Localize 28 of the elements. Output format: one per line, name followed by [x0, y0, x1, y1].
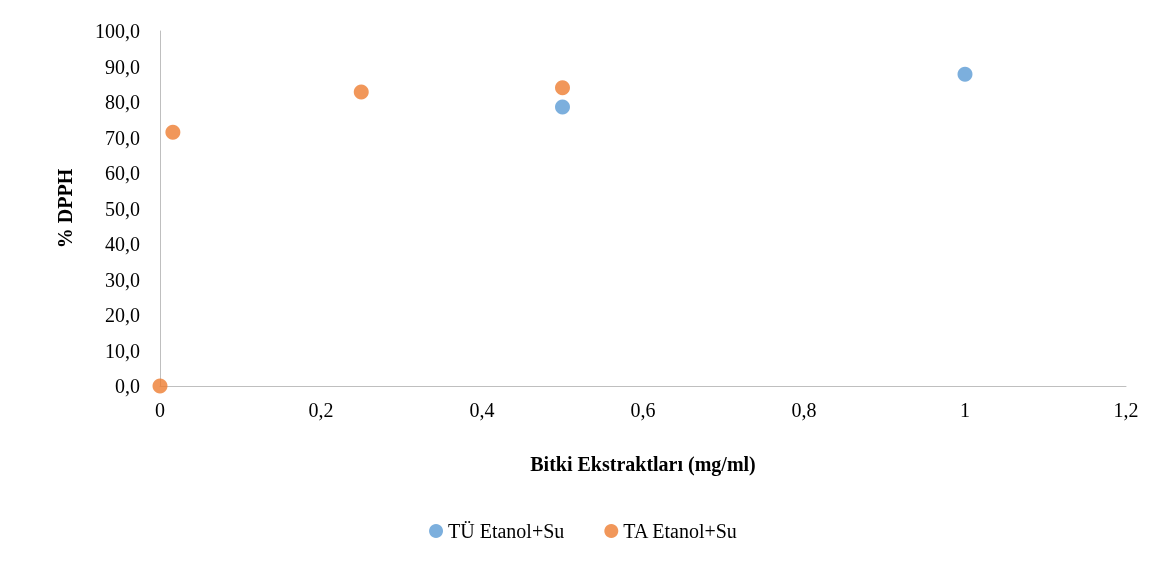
point [555, 99, 570, 115]
y-tick-label: 100,0 [95, 20, 140, 42]
y-tick-label: 0,0 [115, 375, 140, 397]
y-tick-label: 40,0 [105, 233, 140, 255]
y-tick-label: 50,0 [105, 197, 140, 220]
y-axis-title: % DPPH [54, 168, 76, 249]
x-tick-label: 0,2 [308, 399, 334, 421]
y-tick-label: 60,0 [105, 162, 140, 184]
point [957, 66, 973, 82]
x-tick-label: 0,4 [469, 399, 495, 421]
x-tick-label: 0 [155, 399, 165, 421]
y-tick-label: 70,0 [105, 126, 140, 149]
legend-label: TÜ Etanol+Su [448, 520, 565, 542]
x-axis-title: Bitki Ekstraktları (mg/ml) [530, 453, 756, 476]
y-tick-label: 10,0 [105, 339, 140, 362]
y-tick-label: 20,0 [105, 304, 140, 326]
x-tick-label: 0,8 [791, 399, 817, 421]
x-tick-label: 1,2 [1113, 399, 1139, 421]
point [353, 84, 369, 100]
legend-label: TA Etanol+Su [623, 520, 737, 542]
x-tick-label: 1 [960, 399, 970, 421]
y-tick-label: 80,0 [105, 91, 140, 113]
y-tick-label: 30,0 [105, 268, 140, 291]
y-tick-label: 90,0 [105, 55, 140, 78]
x-tick-label: 0,6 [630, 399, 656, 421]
point [152, 378, 168, 394]
point [165, 124, 181, 140]
point [555, 80, 570, 96]
